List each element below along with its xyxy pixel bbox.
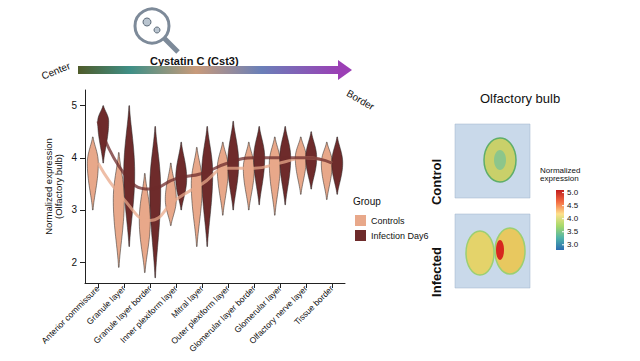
svg-text:Glomerular layer border: Glomerular layer border [187,283,258,354]
svg-text:Infection Day6: Infection Day6 [371,231,429,241]
svg-text:5: 5 [71,100,77,111]
svg-text:3: 3 [71,204,77,215]
svg-text:Center: Center [40,60,73,82]
svg-text:Granule layer: Granule layer [84,283,128,327]
svg-text:Outer plexiform layer: Outer plexiform layer [168,283,232,347]
svg-text:5.0: 5.0 [567,188,579,197]
svg-text:Control: Control [429,159,444,205]
svg-text:Granule layer border: Granule layer border [91,283,154,346]
svg-text:Group: Group [353,196,381,207]
svg-text:expression: expression [540,174,579,183]
svg-text:4.0: 4.0 [567,214,579,223]
svg-text:Olfactory bulb: Olfactory bulb [480,91,560,106]
svg-text:2: 2 [71,257,77,268]
svg-text:Mitral layer: Mitral layer [169,283,206,320]
svg-text:Glomerular layer: Glomerular layer [232,283,284,335]
svg-text:3.0: 3.0 [567,240,579,249]
svg-text:Cystatin C (Cst3): Cystatin C (Cst3) [150,55,239,67]
svg-text:Normalized: Normalized [540,165,581,175]
svg-text:(Olfactory bulb): (Olfactory bulb) [53,154,64,219]
svg-text:Infected: Infected [429,247,444,297]
svg-text:Tissue border: Tissue border [292,283,336,327]
svg-text:3.5: 3.5 [567,227,579,236]
svg-text:Normalized expression: Normalized expression [42,138,54,235]
svg-text:Border: Border [345,88,377,113]
svg-text:4: 4 [71,152,77,163]
svg-text:4.5: 4.5 [567,201,579,210]
svg-text:Olfactory nerve layer: Olfactory nerve layer [247,283,310,346]
svg-text:Anterior commissure: Anterior commissure [39,283,102,346]
svg-text:Inner plexiform layer: Inner plexiform layer [118,283,180,345]
svg-text:Controls: Controls [371,216,405,226]
